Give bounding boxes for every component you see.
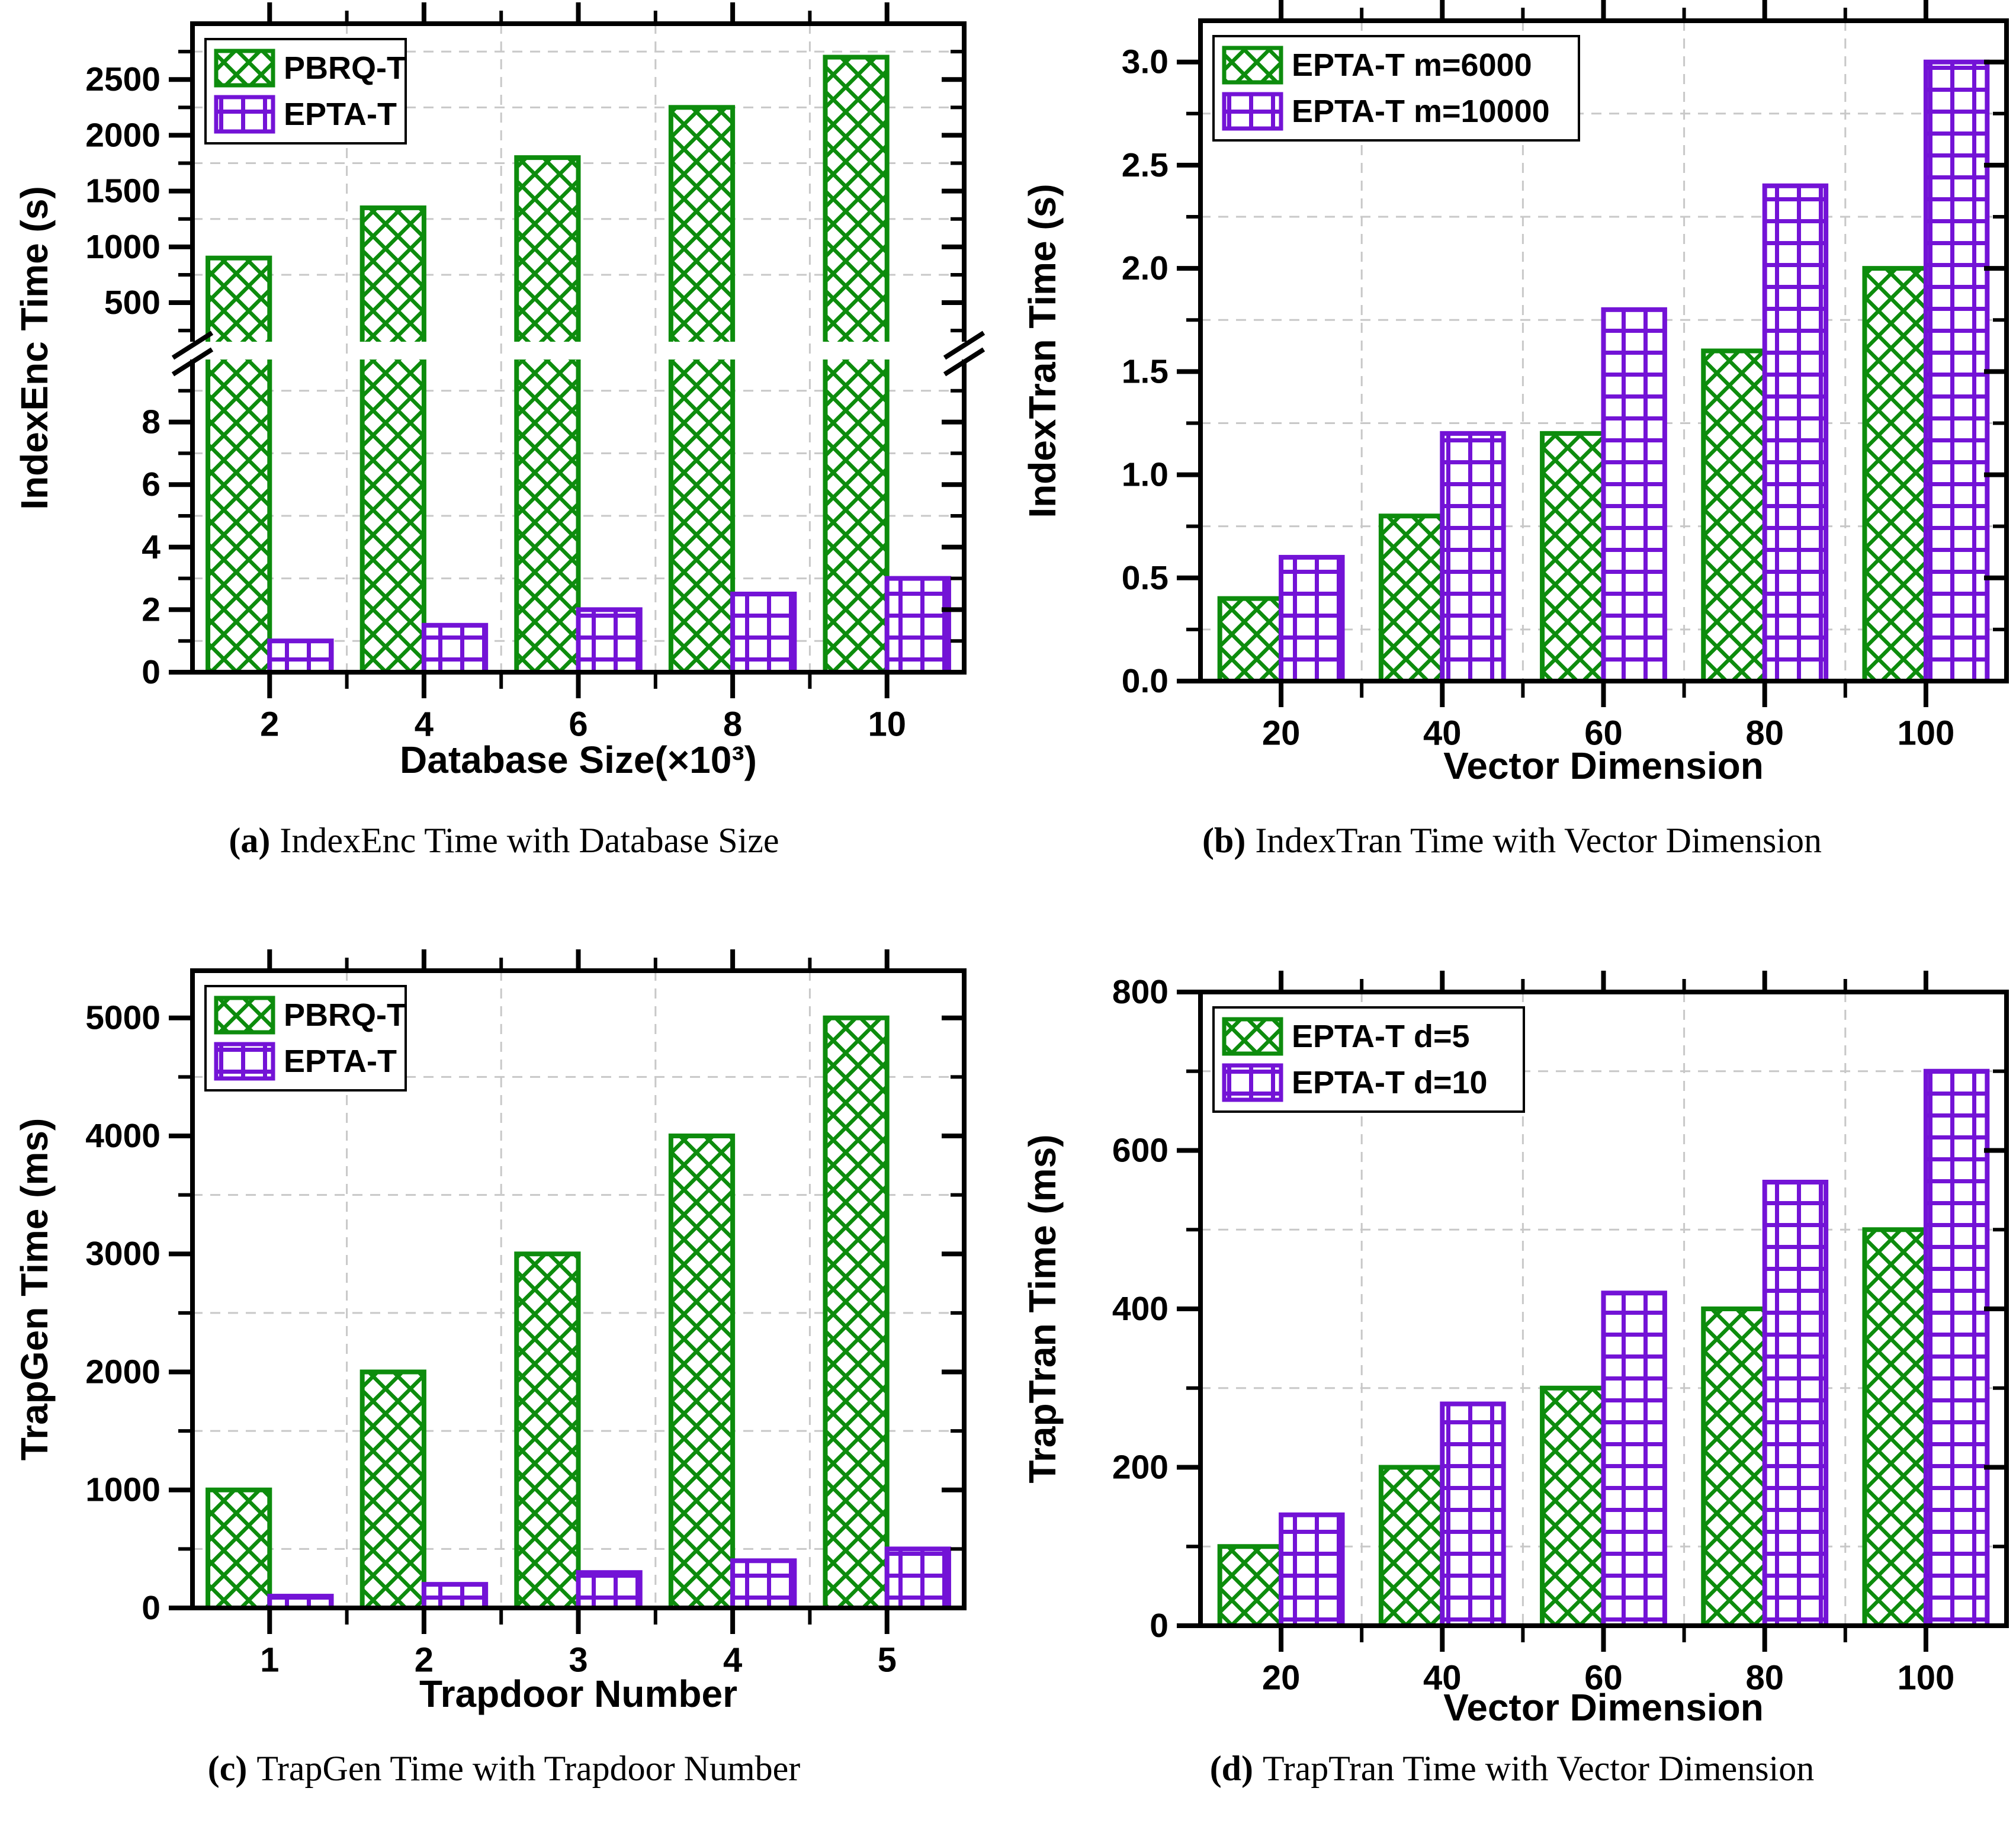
svg-text:Vector Dimension: Vector Dimension [1443,744,1764,787]
svg-text:200: 200 [1112,1449,1168,1487]
caption-a-label: (a) [229,821,271,860]
panel-c: 0 1000 2000 3000 4000 5000 1 2 3 4 5 Trapdoor Numbe… [0,916,1008,1833]
svg-text:600: 600 [1112,1132,1168,1170]
svg-text:Database Size(×10³): Database Size(×10³) [400,739,757,781]
svg-text:Trapdoor Number: Trapdoor Number [419,1673,737,1715]
svg-text:40: 40 [1423,1659,1462,1697]
caption-b-label: (b) [1202,821,1246,860]
svg-text:10: 10 [868,705,906,744]
caption-d: (d) TrapTran Time with Vector Dimension [1008,1748,2016,1789]
caption-a-text: IndexEnc Time with Database Size [280,821,779,860]
caption-a: (a) IndexEnc Time with Database Size [0,820,1008,861]
svg-text:PBRQ-T: PBRQ-T [284,997,406,1033]
svg-text:2: 2 [142,590,160,628]
panel-d: 0 200 400 600 800 20 40 60 80 100 Vector Dimension… [1008,916,2016,1833]
svg-text:PBRQ-T: PBRQ-T [284,50,406,86]
svg-text:Vector Dimension: Vector Dimension [1443,1686,1764,1729]
svg-text:6: 6 [569,705,588,744]
svg-text:80: 80 [1745,714,1784,753]
svg-text:TrapGen Time (ms): TrapGen Time (ms) [13,1118,56,1461]
caption-b-text: IndexTran Time with Vector Dimension [1255,821,1822,860]
svg-text:0: 0 [142,1589,160,1627]
caption-c: (c) TrapGen Time with Trapdoor Number [0,1748,1008,1789]
svg-text:1000: 1000 [85,1471,160,1509]
svg-text:EPTA-T: EPTA-T [284,1044,397,1079]
svg-text:20: 20 [1262,1659,1301,1697]
svg-text:2: 2 [415,1641,434,1680]
svg-text:4: 4 [415,705,434,744]
svg-text:40: 40 [1423,714,1462,753]
svg-text:EPTA-T m=6000: EPTA-T m=6000 [1292,47,1532,83]
chart-b-indextran-bars: 0.0 0.5 1.0 1.5 2.0 2.5 3.0 20 40 60 80 100 Vector D… [1021,0,2009,787]
svg-text:1: 1 [260,1641,279,1680]
svg-text:2000: 2000 [85,1353,160,1391]
svg-text:800: 800 [1112,973,1168,1011]
svg-text:0.5: 0.5 [1122,559,1168,597]
svg-text:1.5: 1.5 [1122,352,1168,390]
caption-d-text: TrapTran Time with Vector Dimension [1263,1749,1815,1788]
svg-text:IndexEnc Time (s): IndexEnc Time (s) [13,186,56,510]
panel-b: 0.0 0.5 1.0 1.5 2.0 2.5 3.0 20 40 60 80 100 Vector D… [1008,0,2016,917]
svg-text:TrapTran Time (ms): TrapTran Time (ms) [1021,1134,1064,1483]
svg-text:3: 3 [569,1641,588,1680]
svg-text:2.5: 2.5 [1122,146,1168,184]
svg-text:60: 60 [1584,714,1623,753]
svg-text:1000: 1000 [85,228,160,266]
svg-text:2.0: 2.0 [1122,249,1168,287]
svg-text:5000: 5000 [85,999,160,1037]
svg-text:EPTA-T: EPTA-T [284,97,397,132]
svg-text:400: 400 [1112,1290,1168,1328]
svg-text:8: 8 [723,705,742,744]
svg-text:2000: 2000 [85,116,160,154]
svg-text:20: 20 [1262,714,1301,753]
svg-text:5: 5 [878,1641,897,1680]
svg-text:500: 500 [104,284,160,322]
chart-c-trapgen-bars: 0 1000 2000 3000 4000 5000 1 2 3 4 5 Trapdoor Numbe… [13,949,967,1715]
svg-text:2: 2 [260,705,279,744]
caption-c-label: (c) [207,1749,248,1788]
caption-d-label: (d) [1209,1749,1254,1788]
svg-text:4: 4 [723,1641,742,1680]
svg-text:1500: 1500 [85,172,160,210]
svg-text:4000: 4000 [85,1117,160,1155]
caption-b: (b) IndexTran Time with Vector Dimension [1008,820,2016,861]
svg-text:0: 0 [142,653,160,691]
svg-text:1.0: 1.0 [1122,456,1168,494]
svg-text:0.0: 0.0 [1122,662,1168,700]
svg-text:8: 8 [142,403,160,441]
chart-d-traptran-bars: 0 200 400 600 800 20 40 60 80 100 Vector Dimension… [1021,971,2009,1729]
caption-c-text: TrapGen Time with Trapdoor Number [256,1749,801,1788]
svg-text:EPTA-T d=5: EPTA-T d=5 [1292,1019,1470,1054]
svg-text:100: 100 [1898,714,1955,753]
panel-a: 0 2 4 6 8 500 1000 1500 2000 2500 2 4 6 8 10 Database S… [0,0,1008,917]
svg-text:EPTA-T d=10: EPTA-T d=10 [1292,1065,1488,1100]
svg-text:3.0: 3.0 [1122,43,1168,81]
svg-text:80: 80 [1745,1659,1784,1697]
svg-text:6: 6 [142,466,160,503]
svg-text:3000: 3000 [85,1235,160,1273]
svg-text:100: 100 [1898,1659,1955,1697]
svg-text:0: 0 [1150,1607,1168,1645]
chart-a-indexenc-bars: 0 2 4 6 8 500 1000 1500 2000 2500 2 4 6 8 10 Database S… [13,2,985,781]
svg-text:IndexTran Time (s): IndexTran Time (s) [1021,184,1064,518]
svg-text:EPTA-T m=10000: EPTA-T m=10000 [1292,94,1550,129]
svg-text:2500: 2500 [85,60,160,98]
svg-text:60: 60 [1584,1659,1623,1697]
svg-text:4: 4 [142,528,160,566]
